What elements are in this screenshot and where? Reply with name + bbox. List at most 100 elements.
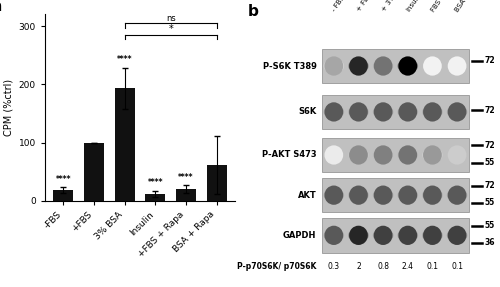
Text: FBS + Rapa: FBS + Rapa bbox=[430, 0, 458, 13]
Text: + FBS: + FBS bbox=[356, 0, 373, 13]
Ellipse shape bbox=[398, 228, 418, 243]
Ellipse shape bbox=[447, 188, 468, 202]
Text: AKT: AKT bbox=[298, 191, 316, 200]
Text: 0.1: 0.1 bbox=[451, 262, 463, 272]
Text: Insulin: Insulin bbox=[405, 0, 423, 13]
Text: 0.3: 0.3 bbox=[328, 262, 340, 272]
Bar bbox=[84, 143, 104, 201]
Ellipse shape bbox=[422, 105, 442, 119]
FancyBboxPatch shape bbox=[322, 95, 470, 129]
Ellipse shape bbox=[348, 148, 369, 162]
Ellipse shape bbox=[374, 226, 392, 245]
FancyBboxPatch shape bbox=[322, 178, 470, 212]
Ellipse shape bbox=[398, 188, 418, 202]
Ellipse shape bbox=[422, 188, 442, 202]
Ellipse shape bbox=[423, 56, 442, 76]
FancyBboxPatch shape bbox=[322, 49, 470, 83]
Ellipse shape bbox=[324, 228, 344, 243]
Ellipse shape bbox=[348, 188, 369, 202]
Text: 72: 72 bbox=[484, 106, 496, 115]
Text: 0.8: 0.8 bbox=[377, 262, 389, 272]
Text: 36: 36 bbox=[484, 238, 495, 247]
Text: P-AKT S473: P-AKT S473 bbox=[262, 150, 316, 160]
Ellipse shape bbox=[398, 145, 417, 165]
Text: P-S6K T389: P-S6K T389 bbox=[262, 61, 316, 71]
Bar bbox=[206, 165, 227, 201]
Ellipse shape bbox=[423, 185, 442, 205]
Ellipse shape bbox=[348, 105, 369, 119]
Ellipse shape bbox=[324, 105, 344, 119]
Ellipse shape bbox=[398, 185, 417, 205]
Ellipse shape bbox=[349, 102, 368, 122]
Ellipse shape bbox=[349, 56, 368, 76]
Ellipse shape bbox=[398, 59, 418, 73]
Ellipse shape bbox=[423, 102, 442, 122]
Ellipse shape bbox=[373, 228, 394, 243]
Ellipse shape bbox=[324, 59, 344, 73]
FancyBboxPatch shape bbox=[322, 218, 470, 253]
Text: a: a bbox=[0, 0, 2, 14]
Ellipse shape bbox=[348, 228, 369, 243]
Text: ****: **** bbox=[56, 175, 71, 184]
Ellipse shape bbox=[324, 226, 343, 245]
Ellipse shape bbox=[373, 148, 394, 162]
Ellipse shape bbox=[374, 145, 392, 165]
Ellipse shape bbox=[398, 226, 417, 245]
Ellipse shape bbox=[324, 188, 344, 202]
Text: 2: 2 bbox=[356, 262, 361, 272]
Text: S6K: S6K bbox=[298, 107, 316, 117]
Bar bbox=[114, 88, 134, 201]
Text: 55: 55 bbox=[484, 221, 495, 230]
Text: ns: ns bbox=[166, 13, 175, 22]
Text: 72: 72 bbox=[484, 141, 496, 150]
Ellipse shape bbox=[448, 145, 466, 165]
Ellipse shape bbox=[398, 148, 418, 162]
Bar bbox=[54, 190, 74, 201]
Ellipse shape bbox=[423, 226, 442, 245]
Ellipse shape bbox=[348, 59, 369, 73]
Ellipse shape bbox=[398, 105, 418, 119]
Text: P-p70S6K/ p70S6K: P-p70S6K/ p70S6K bbox=[237, 262, 316, 272]
Text: + 3% BSA: + 3% BSA bbox=[380, 0, 406, 13]
Text: BSA + Rapa: BSA + Rapa bbox=[454, 0, 484, 13]
Ellipse shape bbox=[374, 185, 392, 205]
Text: 55: 55 bbox=[484, 198, 495, 207]
Text: ****: **** bbox=[148, 179, 163, 187]
Text: 2.4: 2.4 bbox=[402, 262, 414, 272]
Ellipse shape bbox=[398, 56, 417, 76]
Bar bbox=[146, 194, 166, 201]
Ellipse shape bbox=[423, 145, 442, 165]
Ellipse shape bbox=[349, 145, 368, 165]
Ellipse shape bbox=[447, 105, 468, 119]
Ellipse shape bbox=[324, 145, 343, 165]
Text: 72: 72 bbox=[484, 181, 496, 190]
Ellipse shape bbox=[373, 188, 394, 202]
Ellipse shape bbox=[374, 102, 392, 122]
Text: - FBS: - FBS bbox=[332, 0, 346, 13]
Ellipse shape bbox=[448, 185, 466, 205]
Ellipse shape bbox=[373, 59, 394, 73]
Text: *: * bbox=[168, 24, 173, 34]
Ellipse shape bbox=[448, 56, 466, 76]
Ellipse shape bbox=[349, 226, 368, 245]
Ellipse shape bbox=[373, 105, 394, 119]
Ellipse shape bbox=[422, 228, 442, 243]
Ellipse shape bbox=[324, 102, 343, 122]
Ellipse shape bbox=[374, 56, 392, 76]
Y-axis label: CPM (%ctrl): CPM (%ctrl) bbox=[3, 79, 13, 136]
Ellipse shape bbox=[398, 102, 417, 122]
Ellipse shape bbox=[447, 228, 468, 243]
Bar bbox=[176, 189, 196, 201]
Ellipse shape bbox=[324, 185, 343, 205]
Text: ****: **** bbox=[117, 55, 132, 65]
Text: ****: **** bbox=[178, 173, 194, 182]
FancyBboxPatch shape bbox=[322, 138, 470, 172]
Ellipse shape bbox=[448, 102, 466, 122]
Ellipse shape bbox=[349, 185, 368, 205]
Ellipse shape bbox=[422, 148, 442, 162]
Ellipse shape bbox=[324, 56, 343, 76]
Text: 55: 55 bbox=[484, 158, 495, 167]
Text: 0.1: 0.1 bbox=[426, 262, 438, 272]
Ellipse shape bbox=[448, 226, 466, 245]
Text: b: b bbox=[248, 4, 258, 19]
